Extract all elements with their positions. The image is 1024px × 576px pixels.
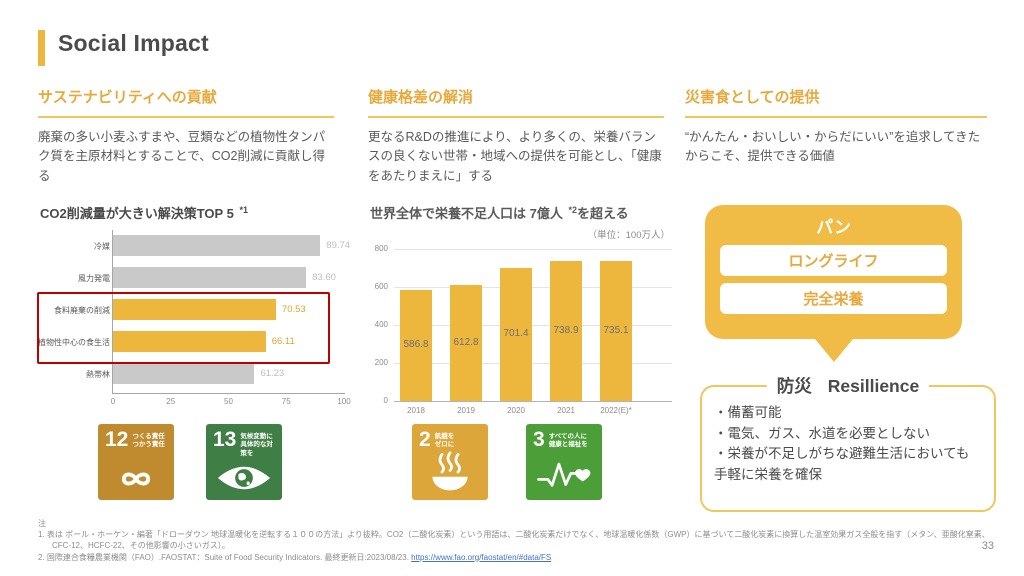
y-axis-tick: 800 (374, 244, 388, 253)
x-axis-tick: 75 (281, 397, 291, 406)
gridline (394, 287, 672, 288)
x-axis-line (112, 393, 345, 394)
eye-globe-icon (217, 466, 271, 490)
sdg-number: 3 (533, 428, 545, 451)
x-axis-tick: 100 (337, 397, 351, 406)
bullet-item: ・栄養が不足しがちな避難生活においても手軽に栄養を確保 (714, 446, 970, 482)
sdg-number: 12 (105, 428, 129, 451)
sdg-13-badge: 13 気候変動に 具体的な対策を (206, 424, 282, 500)
bubble-item-longlife: ロングライフ (720, 245, 947, 276)
bar-value-label: 612.8 (453, 336, 479, 348)
bar-segment (550, 260, 582, 401)
sdg-12-badge: 12 つくる責任 つかう責任 (98, 424, 174, 500)
sdg-label: つくる責任 つかう責任 (132, 433, 165, 449)
x-axis-line (394, 401, 672, 402)
gridline (394, 249, 672, 250)
unit-label: （単位：100万人） (587, 230, 670, 241)
bar-category-label: 植物性中心の食生活 (38, 337, 110, 347)
resilience-title: 防災 Resillience (766, 373, 930, 398)
gridline (394, 325, 672, 326)
bar-segment (113, 363, 255, 384)
page-title: Social Impact (58, 30, 209, 56)
bar-segment (400, 289, 432, 401)
section-heading: 災害食としての提供 (685, 86, 987, 118)
x-axis-label: 2020 (507, 406, 525, 415)
section-body: 廃棄の多い小麦ふすまや、豆類などの植物性タンパク質を主原材料とすることで、CO2… (38, 130, 326, 183)
footnotes: 注 1. 表は ポール・ホーケン・編著「ドローダウン 地球温暖化を逆転する１００… (38, 518, 990, 563)
bar-value-label: 61.23 (260, 368, 285, 379)
highlight-box (37, 292, 330, 364)
sdg-label: 気候変動に 具体的な対策を (240, 433, 273, 457)
bar-segment (113, 299, 276, 320)
x-axis-tick: 50 (224, 397, 233, 406)
bar-value-label: 586.8 (403, 339, 429, 351)
bullet-item: ・電気、ガス、水道を必要としない (714, 425, 930, 441)
bar-value-label: 83.60 (312, 272, 336, 283)
bar-value-label: 701.4 (503, 328, 529, 340)
title-accent-bar (38, 30, 45, 66)
footnote-2: 2. 国際連合食糧農業機関（FAO）.FAOSTAT：Suite of Food… (38, 552, 552, 562)
x-axis-label: 2022(E)* (600, 406, 632, 415)
x-axis-tick: 0 (110, 397, 116, 406)
y-axis-line (112, 230, 113, 393)
section-heading: サステナビリティへの貢献 (38, 86, 334, 118)
x-axis-label: 2019 (457, 406, 475, 415)
bubble-tail (814, 339, 853, 362)
resilience-box: 防災 Resillience ・備蓄可能 ・電気、ガス、水道を必要としない ・栄養… (700, 373, 996, 512)
x-axis-label: 2021 (557, 406, 575, 415)
bar-segment (600, 261, 632, 401)
sdg-number: 13 (213, 428, 237, 451)
co2-solutions-bar-chart: CO2削減量が大きい解決策TOP 5 *1 冷媒 89.74 風力発電 83.60 食料… (37, 203, 354, 418)
sdg-3-badge: 3 すべての人に 健康と福祉を (526, 424, 602, 500)
sdg-2-badge: 2 飢餓を ゼロに (412, 424, 488, 500)
bar-value-label: 70.53 (281, 304, 306, 315)
bullet-item: ・備蓄可能 (714, 405, 782, 420)
bar-value-label: 735.1 (603, 325, 629, 337)
x-axis-label: 2018 (407, 406, 425, 415)
section-sustainability: サステナビリティへの貢献 廃棄の多い小麦ふすまや、豆類などの植物性タンパク質を主… (38, 86, 334, 186)
section-heading: 健康格差の解消 (368, 86, 664, 118)
chart-title: 世界全体で栄養不足人口は 7億人 *2を超える (370, 204, 629, 221)
sdg-label: 飢餓を ゼロに (434, 433, 455, 449)
bar-value-label: 738.9 (553, 324, 579, 336)
resilience-bullets: ・備蓄可能 ・電気、ガス、水道を必要としない ・栄養が不足しがちな避難生活におい… (702, 387, 994, 485)
footnote-marker: *1 (239, 204, 248, 215)
bar-segment (113, 235, 321, 256)
footnote-label: 注 (38, 519, 46, 528)
footnote-1: 1. 表は ポール・ホーケン・編著「ドローダウン 地球温暖化を逆転する１００の方… (38, 530, 990, 551)
gridline (394, 363, 672, 364)
x-axis-tick: 25 (166, 397, 176, 406)
bar-segment (500, 267, 532, 401)
y-axis-tick: 0 (383, 396, 388, 405)
bar-segment (113, 331, 266, 352)
section-body: “かんたん・おいしい・からだにいい”を追求してきたからこそ、提供できる価値 (685, 130, 981, 164)
ekg-heart-icon (537, 462, 591, 487)
bar-segment (450, 284, 482, 401)
bar-category-label: 風力発電 (78, 273, 110, 283)
section-disaster-food: 災害食としての提供 “かんたん・おいしい・からだにいい”を追求してきたからこそ、… (685, 86, 987, 167)
bar-value-label: 89.74 (326, 240, 351, 251)
section-health-gap: 健康格差の解消 更なるR&Dの推進により、より多くの、栄養バランスの良くない世帯… (368, 86, 664, 186)
fao-link[interactable]: https://www.fao.org/faostat/en/#data/FS (411, 552, 552, 562)
y-axis-tick: 400 (374, 320, 388, 329)
footnote-marker: *2 (568, 204, 577, 215)
bar-category-label: 熱帯林 (86, 369, 110, 379)
bubble-item-complete-nutrition: 完全栄養 (720, 283, 947, 314)
steaming-bowl-icon (432, 451, 468, 491)
y-axis-tick: 600 (374, 282, 388, 291)
section-body: 更なるR&Dの推進により、より多くの、栄養バランスの良くない世帯・地域への提供を… (368, 130, 662, 183)
sdg-number: 2 (419, 428, 431, 451)
undernourished-population-bar-chart: 世界全体で栄養不足人口は 7億人 *2を超える （単位：100万人） 0 200 4… (368, 203, 672, 418)
bar-value-label: 66.11 (271, 336, 295, 347)
bar-segment (113, 267, 307, 288)
bar-category-label: 食料廃棄の削減 (54, 305, 110, 315)
chart-title: CO2削減量が大きい解決策TOP 5 *1 (40, 204, 248, 221)
y-axis-tick: 200 (374, 358, 388, 367)
bar-category-label: 冷媒 (94, 241, 110, 251)
bread-callout-bubble: パン ロングライフ 完全栄養 (705, 205, 962, 362)
sdg-label: すべての人に 健康と福祉を (548, 433, 588, 449)
infinity-loop-icon (121, 472, 151, 486)
page-number: 33 (981, 540, 994, 552)
bubble-title: パン (816, 218, 851, 237)
